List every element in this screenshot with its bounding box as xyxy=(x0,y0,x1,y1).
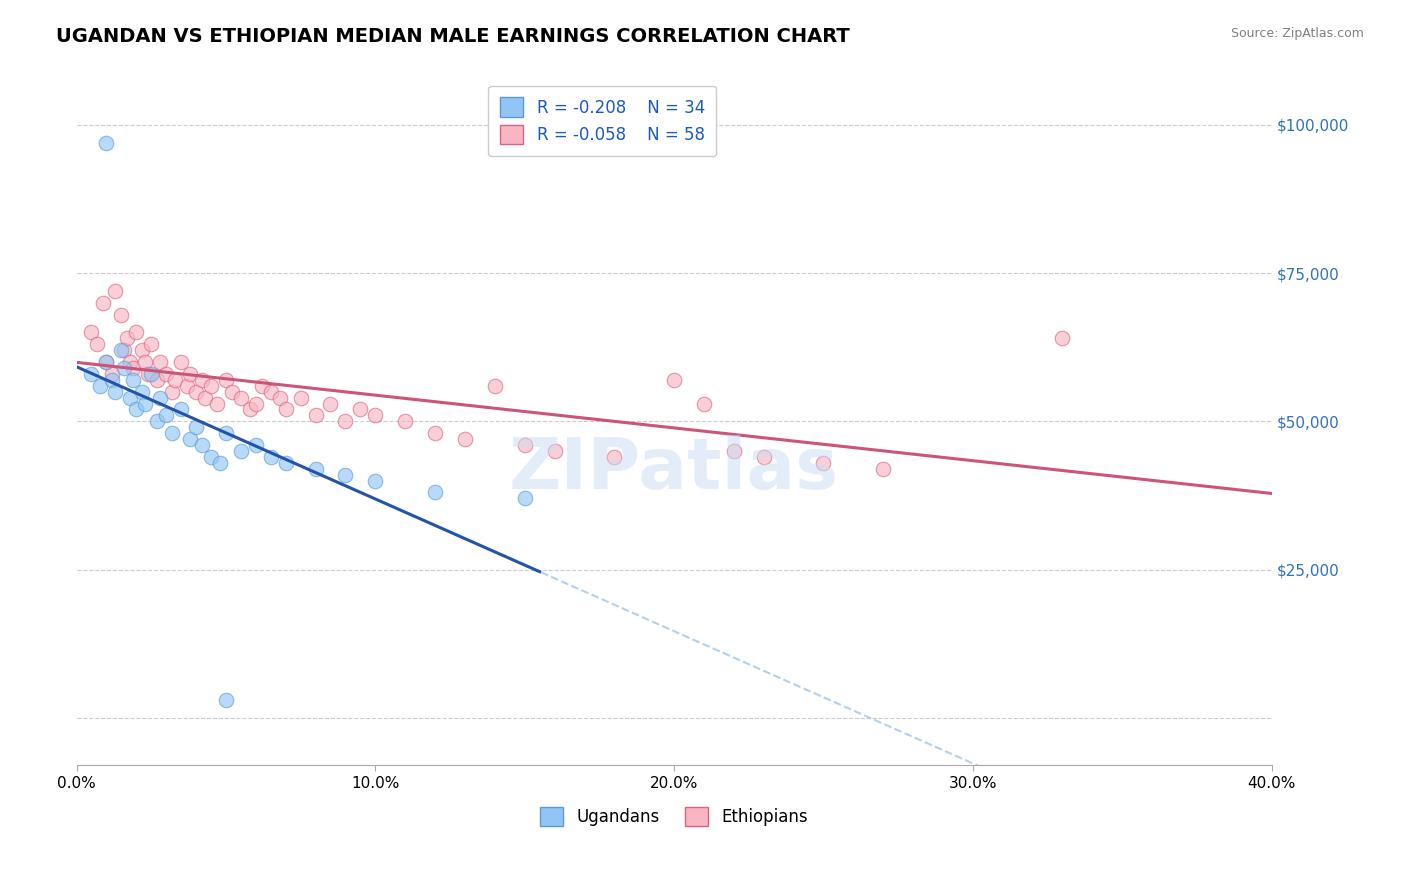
Point xyxy=(149,355,172,369)
Point xyxy=(260,384,283,399)
Point xyxy=(112,361,135,376)
Point xyxy=(454,432,477,446)
Point xyxy=(141,337,163,351)
Point xyxy=(335,467,357,482)
Point xyxy=(155,409,177,423)
Point xyxy=(215,426,238,441)
Point xyxy=(134,396,156,410)
Point xyxy=(423,426,446,441)
Text: UGANDAN VS ETHIOPIAN MEDIAN MALE EARNINGS CORRELATION CHART: UGANDAN VS ETHIOPIAN MEDIAN MALE EARNING… xyxy=(56,27,851,45)
Text: Source: ZipAtlas.com: Source: ZipAtlas.com xyxy=(1230,27,1364,40)
Point xyxy=(120,355,142,369)
Point xyxy=(394,414,416,428)
Point xyxy=(239,402,262,417)
Point xyxy=(752,450,775,464)
Point xyxy=(245,438,267,452)
Point xyxy=(80,326,103,340)
Point xyxy=(335,414,357,428)
Point xyxy=(122,361,145,376)
Point xyxy=(110,343,132,358)
Point xyxy=(208,456,231,470)
Legend: Ugandans, Ethiopians: Ugandans, Ethiopians xyxy=(533,800,815,832)
Point xyxy=(662,373,685,387)
Point xyxy=(155,367,177,381)
Point xyxy=(191,373,214,387)
Point xyxy=(184,420,207,434)
Point xyxy=(221,384,243,399)
Point xyxy=(160,384,183,399)
Point xyxy=(484,378,506,392)
Point xyxy=(170,355,193,369)
Point xyxy=(149,391,172,405)
Point xyxy=(146,373,169,387)
Point xyxy=(86,337,108,351)
Point xyxy=(184,384,207,399)
Point xyxy=(194,391,217,405)
Point xyxy=(104,284,127,298)
Point xyxy=(215,693,238,707)
Point xyxy=(179,367,201,381)
Point xyxy=(274,402,297,417)
Point xyxy=(872,461,894,475)
Point xyxy=(200,450,222,464)
Point xyxy=(513,491,536,506)
Point xyxy=(131,343,153,358)
Point xyxy=(96,136,118,150)
Point xyxy=(260,450,283,464)
Point xyxy=(229,444,252,458)
Point xyxy=(125,402,148,417)
Point xyxy=(274,456,297,470)
Point xyxy=(245,396,267,410)
Point xyxy=(96,355,118,369)
Point xyxy=(120,391,142,405)
Point xyxy=(136,367,159,381)
Point xyxy=(96,355,118,369)
Point xyxy=(117,331,139,345)
Point xyxy=(250,378,273,392)
Point xyxy=(304,461,326,475)
Point xyxy=(364,409,387,423)
Point xyxy=(176,378,198,392)
Text: ZIPatlas: ZIPatlas xyxy=(509,435,839,504)
Point xyxy=(110,308,132,322)
Point xyxy=(269,391,291,405)
Point xyxy=(813,456,835,470)
Point xyxy=(205,396,228,410)
Point xyxy=(229,391,252,405)
Point xyxy=(101,373,124,387)
Point xyxy=(170,402,193,417)
Point xyxy=(364,474,387,488)
Point xyxy=(146,414,169,428)
Point xyxy=(215,373,238,387)
Point xyxy=(89,378,111,392)
Point xyxy=(101,367,124,381)
Point xyxy=(513,438,536,452)
Point xyxy=(134,355,156,369)
Point xyxy=(543,444,565,458)
Point xyxy=(304,409,326,423)
Point xyxy=(141,367,163,381)
Point xyxy=(200,378,222,392)
Point xyxy=(125,326,148,340)
Point xyxy=(723,444,745,458)
Point xyxy=(693,396,716,410)
Point xyxy=(80,367,103,381)
Point xyxy=(191,438,214,452)
Point xyxy=(131,384,153,399)
Point xyxy=(104,384,127,399)
Point xyxy=(1052,331,1074,345)
Point xyxy=(93,295,115,310)
Point xyxy=(122,373,145,387)
Point xyxy=(290,391,312,405)
Point xyxy=(423,485,446,500)
Point xyxy=(349,402,371,417)
Point xyxy=(112,343,135,358)
Point xyxy=(179,432,201,446)
Point xyxy=(165,373,187,387)
Point xyxy=(160,426,183,441)
Point xyxy=(319,396,342,410)
Point xyxy=(603,450,626,464)
